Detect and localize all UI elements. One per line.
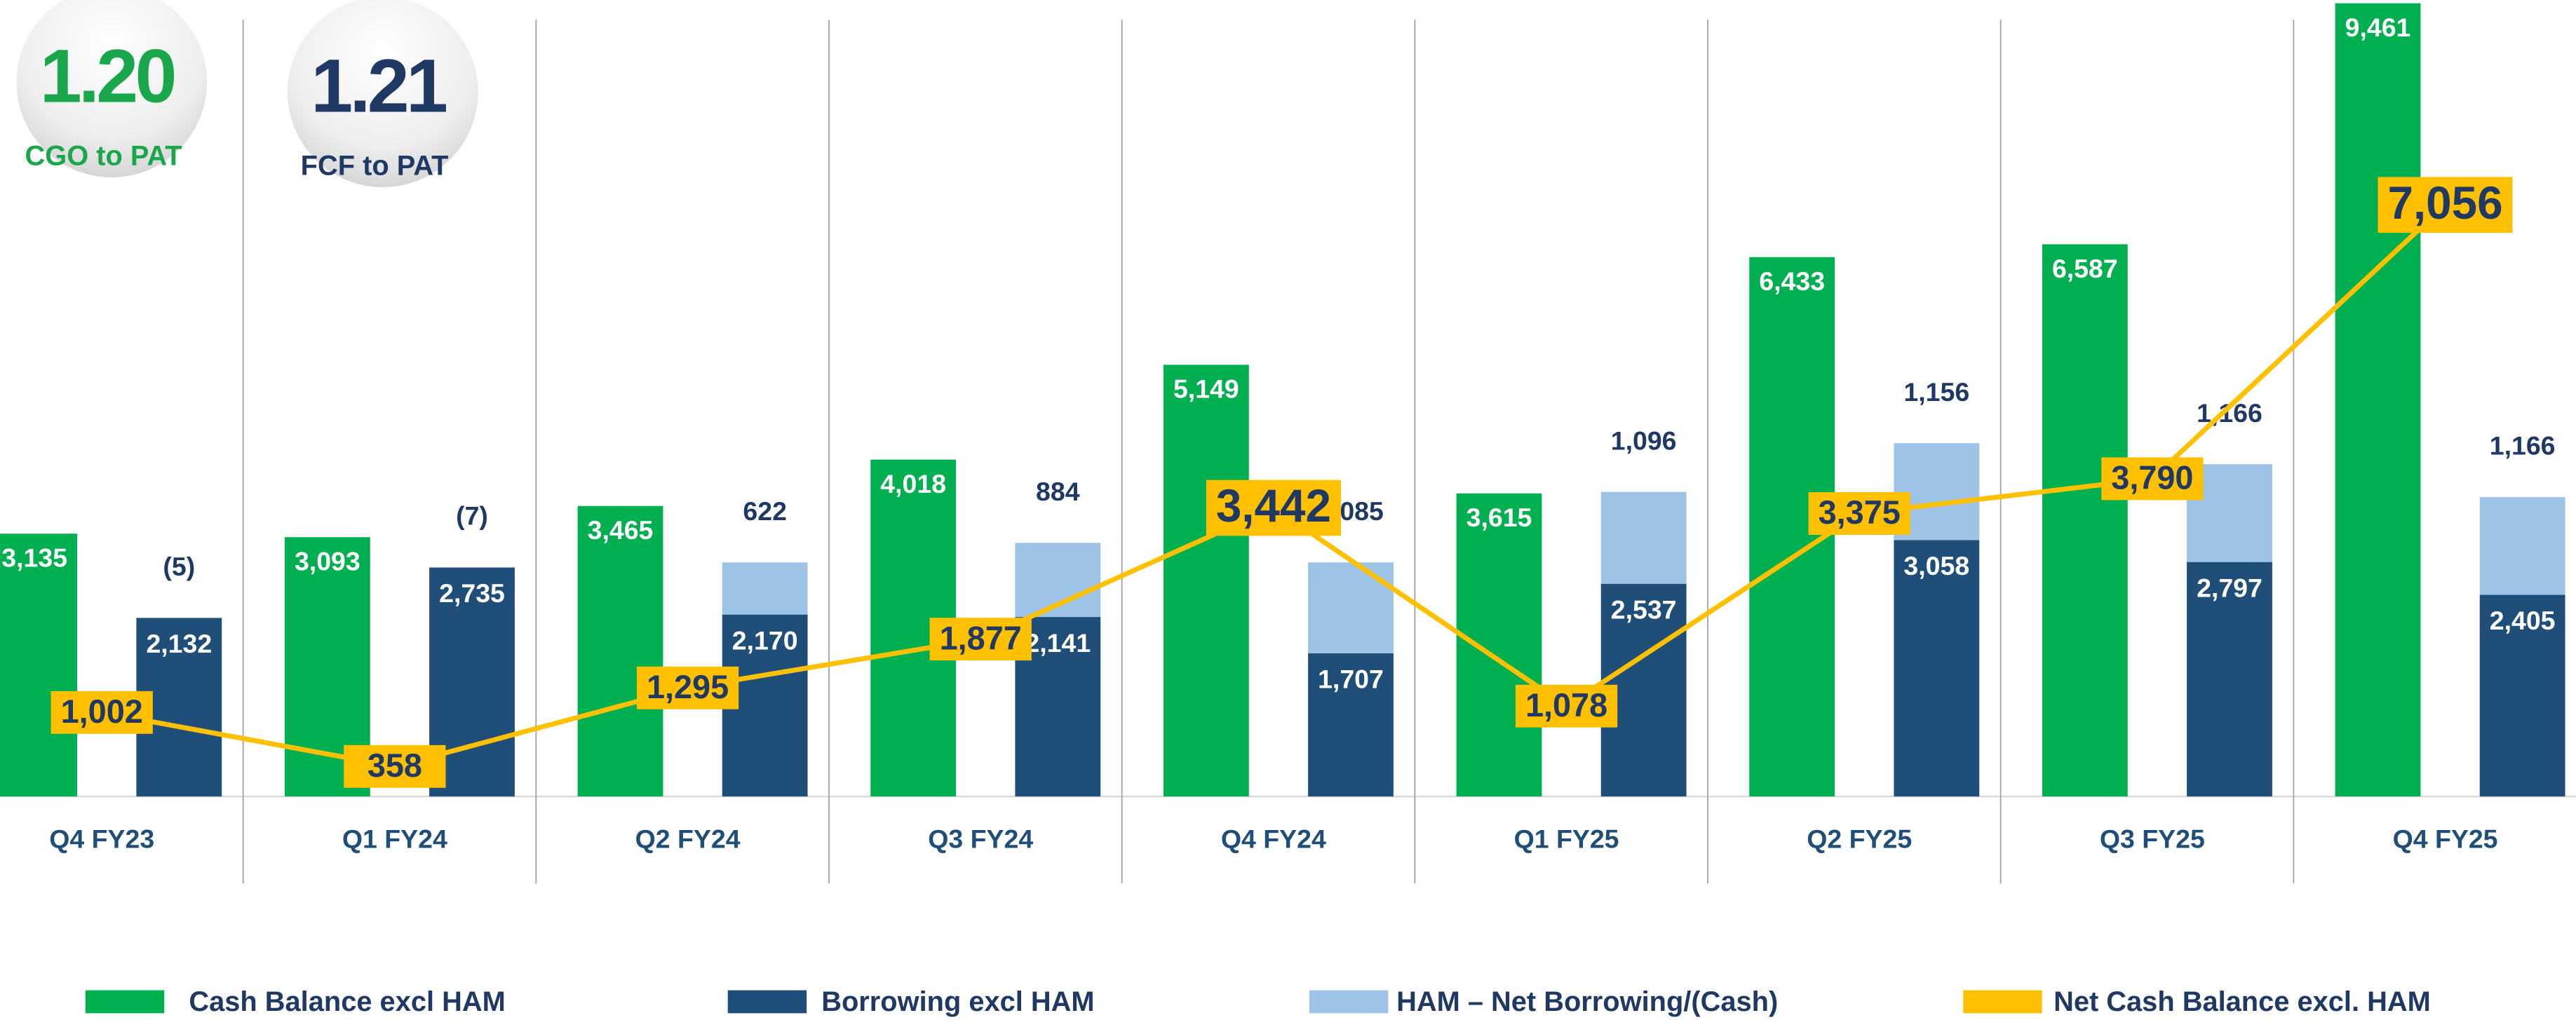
data-label: 2,132 (146, 629, 212, 658)
data-label-box (1206, 480, 1341, 536)
annotation-text: FCF to PAT (301, 150, 449, 181)
data-label: 1,707 (1318, 665, 1384, 694)
data-label: 2,537 (1611, 594, 1677, 624)
x-tick-label: Q4 FY23 (49, 824, 154, 853)
legend-label: Cash Balance excl HAM (189, 986, 505, 1017)
data-label: 2,141 (1025, 628, 1091, 658)
data-label: 3,790 (2111, 460, 2193, 496)
annotation-bubble (16, 0, 208, 177)
data-label: 1,156 (1903, 377, 1969, 407)
x-tick-label: Q1 FY25 (1514, 824, 1619, 853)
bar (2042, 244, 2128, 797)
data-label-box (50, 691, 153, 734)
bar (1456, 493, 1542, 797)
x-tick-label: Q4 FY24 (1221, 824, 1326, 853)
legend-swatch (85, 990, 165, 1014)
data-label-box (1808, 492, 1910, 535)
x-tick-label: Q2 FY24 (635, 824, 741, 853)
data-label: 884 (1036, 477, 1080, 506)
data-label-box (929, 618, 1032, 661)
x-tick-label: Q3 FY24 (928, 824, 1033, 853)
data-label-box (1515, 684, 1618, 728)
x-tick-label: Q4 FY25 (2393, 824, 2498, 853)
bar (1308, 653, 1394, 797)
annotation-text: CGO to PAT (25, 140, 182, 171)
annotation-bubble (287, 0, 478, 188)
data-label: 1,096 (1611, 426, 1677, 455)
data-label: (7) (456, 501, 488, 531)
data-label: 1,002 (61, 693, 143, 730)
data-label: 1,166 (2197, 398, 2263, 428)
legend-swatch (1309, 990, 1389, 1014)
legend-swatch (1963, 990, 2042, 1014)
data-label: 9,461 (2345, 13, 2411, 42)
legend-label: Net Cash Balance excl. HAM (2054, 986, 2431, 1017)
bar-segment (722, 562, 808, 615)
annotation-value: 1.20 (40, 34, 175, 118)
data-label: 1,078 (1525, 687, 1607, 723)
data-label-box (2101, 457, 2204, 501)
x-tick-label: Q3 FY25 (2100, 824, 2205, 853)
bar-segment (2479, 497, 2565, 595)
data-label: 4,018 (880, 469, 946, 498)
x-tick-label: Q1 FY24 (342, 824, 447, 853)
data-label: 2,797 (2197, 573, 2263, 602)
bar (1894, 540, 1980, 797)
data-label: 1,166 (2490, 431, 2556, 461)
data-label: 3,093 (295, 547, 360, 576)
data-label: 1,877 (940, 620, 1022, 656)
x-tick-label: Q2 FY25 (1807, 824, 1912, 853)
data-label: 5,149 (1173, 374, 1239, 404)
data-label: 2,170 (732, 625, 798, 655)
data-label-box (344, 744, 446, 788)
bar (2335, 3, 2421, 797)
data-label: 3,058 (1903, 551, 1969, 580)
bar (0, 533, 78, 797)
data-label-box (2378, 177, 2513, 233)
data-label: 6,587 (2052, 254, 2118, 283)
legend-label: Borrowing excl HAM (821, 986, 1094, 1017)
bar (577, 505, 663, 797)
bar (2187, 562, 2272, 797)
data-label: (5) (163, 552, 195, 581)
legend-label: HAM – Net Borrowing/(Cash) (1396, 986, 1778, 1017)
bar-segment (1600, 491, 1687, 584)
bar (2479, 594, 2565, 797)
data-label: 3,615 (1466, 503, 1532, 532)
data-label: 1,295 (647, 669, 729, 705)
data-label: 2,405 (2490, 606, 2556, 635)
data-label: 3,135 (1, 543, 67, 573)
data-label: 622 (743, 496, 787, 526)
data-label: 3,375 (1819, 494, 1901, 531)
data-label: 6,433 (1759, 266, 1825, 296)
data-label: 3,442 (1216, 480, 1331, 531)
data-label-box (636, 666, 739, 709)
data-label: 3,465 (588, 515, 654, 545)
data-label: 2,735 (439, 578, 505, 608)
bar-segment (1308, 562, 1394, 654)
legend-swatch (727, 990, 807, 1014)
data-label: 358 (367, 747, 422, 784)
data-label: 7,056 (2387, 177, 2502, 229)
annotation-value: 1.21 (311, 43, 446, 128)
bar (1163, 365, 1249, 797)
bar-segment (429, 567, 515, 568)
